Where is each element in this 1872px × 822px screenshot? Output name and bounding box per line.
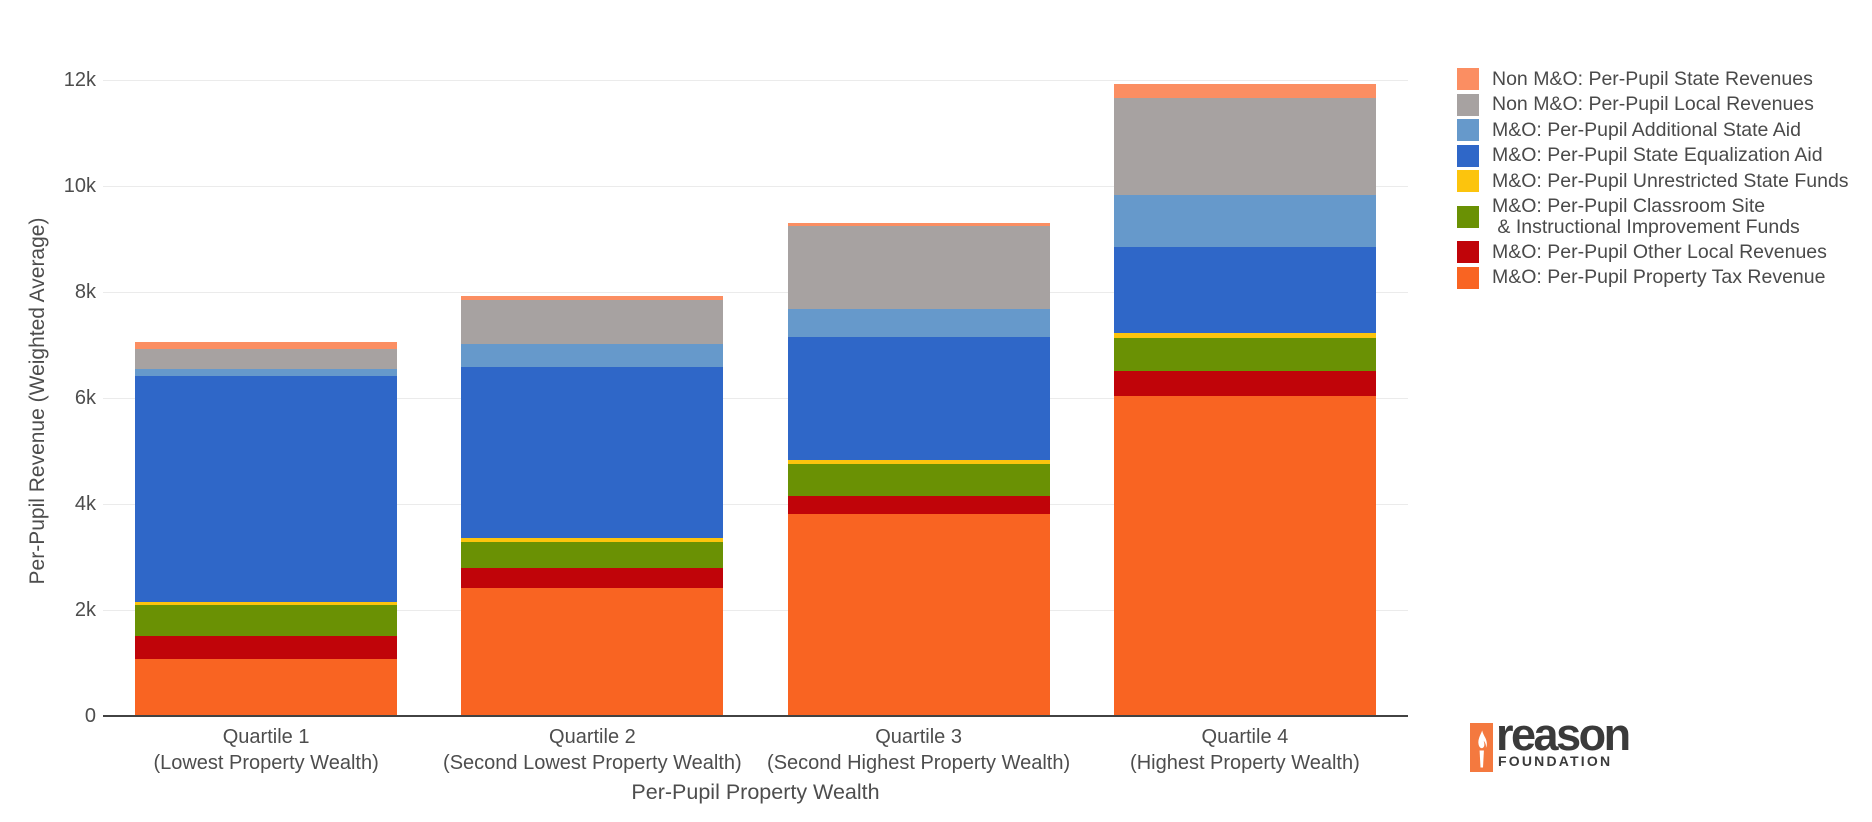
legend-item[interactable]: M&O: Per-Pupil Classroom Site & Instruct… bbox=[1457, 194, 1849, 238]
bar-segment[interactable] bbox=[787, 464, 1050, 496]
bar-segment[interactable] bbox=[461, 542, 724, 568]
bar-segment[interactable] bbox=[461, 344, 724, 367]
gridline bbox=[103, 292, 1408, 293]
bar-segment[interactable] bbox=[787, 308, 1050, 338]
x-axis-line bbox=[103, 715, 1408, 717]
legend-label: M&O: Per-Pupil Classroom Site & Instruct… bbox=[1492, 194, 1800, 238]
y-tick-label: 6k bbox=[74, 387, 96, 409]
legend-swatch bbox=[1457, 93, 1479, 116]
bar-segment[interactable] bbox=[1113, 83, 1376, 99]
bar-segment[interactable] bbox=[787, 226, 1050, 309]
legend-item[interactable]: M&O: Per-Pupil Unrestricted State Funds bbox=[1457, 170, 1849, 192]
legend-item[interactable]: Non M&O: Per-Pupil State Revenues bbox=[1457, 68, 1849, 90]
legend-label: M&O: Per-Pupil State Equalization Aid bbox=[1492, 144, 1823, 166]
y-tick-label: 0 bbox=[84, 705, 96, 727]
bar-segment[interactable] bbox=[135, 348, 398, 369]
bar-segment[interactable] bbox=[461, 366, 724, 539]
legend-swatch bbox=[1457, 144, 1479, 167]
bar-segment[interactable] bbox=[461, 588, 724, 716]
legend-swatch bbox=[1457, 68, 1479, 90]
gridline bbox=[103, 610, 1408, 611]
bar-segment[interactable] bbox=[461, 538, 724, 543]
y-tick-label: 8k bbox=[74, 281, 96, 303]
bar-segment[interactable] bbox=[135, 376, 398, 602]
legend-item[interactable]: M&O: Per-Pupil State Equalization Aid bbox=[1457, 144, 1849, 167]
gridline bbox=[103, 186, 1408, 187]
bar-segment[interactable] bbox=[135, 601, 398, 605]
bar-segment[interactable] bbox=[787, 460, 1050, 465]
bar-segment[interactable] bbox=[135, 604, 398, 636]
legend-item[interactable]: M&O: Per-Pupil Property Tax Revenue bbox=[1457, 266, 1849, 289]
legend-swatch bbox=[1457, 266, 1479, 289]
bar-segment[interactable] bbox=[135, 658, 398, 716]
y-tick-label: 10k bbox=[63, 175, 96, 197]
legend-label: Non M&O: Per-Pupil Local Revenues bbox=[1492, 93, 1814, 115]
reason-foundation-logo: reason FOUNDATION bbox=[1470, 710, 1670, 772]
legend-label: M&O: Per-Pupil Property Tax Revenue bbox=[1492, 266, 1826, 288]
gridline bbox=[103, 80, 1408, 81]
x-tick-label: Quartile 4 (Highest Property Wealth) bbox=[1130, 726, 1360, 774]
legend-item[interactable]: M&O: Per-Pupil Other Local Revenues bbox=[1457, 241, 1849, 263]
bar-segment[interactable] bbox=[461, 295, 724, 300]
legend-label: M&O: Per-Pupil Other Local Revenues bbox=[1492, 240, 1827, 263]
x-tick-label: Quartile 3 (Second Highest Property Weal… bbox=[767, 726, 1071, 774]
bar-segment[interactable] bbox=[461, 299, 724, 345]
bar-segment[interactable] bbox=[135, 341, 398, 349]
x-tick-label: Quartile 2 (Second Lowest Property Wealt… bbox=[443, 726, 742, 774]
x-tick-label: Quartile 1 (Lowest Property Wealth) bbox=[153, 726, 379, 774]
bar-segment[interactable] bbox=[135, 635, 398, 659]
bar-segment[interactable] bbox=[787, 514, 1050, 716]
torch-icon bbox=[1470, 723, 1493, 772]
bar-segment[interactable] bbox=[135, 368, 398, 377]
bar-segment[interactable] bbox=[787, 495, 1050, 515]
legend-label: M&O: Per-Pupil Additional State Aid bbox=[1492, 118, 1801, 141]
legend-label: M&O: Per-Pupil Unrestricted State Funds bbox=[1492, 169, 1849, 192]
legend-item[interactable]: M&O: Per-Pupil Additional State Aid bbox=[1457, 119, 1849, 141]
bar-segment[interactable] bbox=[461, 567, 724, 589]
bar-segment[interactable] bbox=[1113, 337, 1376, 371]
legend-label: Non M&O: Per-Pupil State Revenues bbox=[1492, 67, 1813, 90]
bar-segment[interactable] bbox=[787, 337, 1050, 461]
plot-area bbox=[103, 80, 1408, 717]
legend-item[interactable]: Non M&O: Per-Pupil Local Revenues bbox=[1457, 93, 1849, 116]
bar-segment[interactable] bbox=[1113, 98, 1376, 196]
bar-segment[interactable] bbox=[1113, 370, 1376, 396]
bar-segment[interactable] bbox=[787, 222, 1050, 227]
logo-sub-text: FOUNDATION bbox=[1498, 753, 1613, 769]
gridline bbox=[103, 398, 1408, 399]
gridline bbox=[103, 504, 1408, 505]
legend-swatch bbox=[1457, 241, 1479, 263]
x-axis-title: Per-Pupil Property Wealth bbox=[631, 780, 880, 804]
legend-swatch bbox=[1457, 170, 1479, 192]
y-tick-label: 4k bbox=[74, 493, 96, 515]
legend-swatch bbox=[1457, 119, 1479, 141]
legend-swatch bbox=[1457, 205, 1479, 228]
bar-segment[interactable] bbox=[1113, 195, 1376, 248]
y-tick-label: 2k bbox=[74, 599, 96, 621]
legend: Non M&O: Per-Pupil State Revenues Non M&O… bbox=[1457, 68, 1849, 289]
logo-brand-text: reason bbox=[1496, 709, 1631, 760]
bar-segment[interactable] bbox=[1113, 333, 1376, 338]
y-tick-label: 12k bbox=[63, 69, 96, 91]
bar-segment[interactable] bbox=[1113, 395, 1376, 716]
bar-segment[interactable] bbox=[1113, 247, 1376, 334]
